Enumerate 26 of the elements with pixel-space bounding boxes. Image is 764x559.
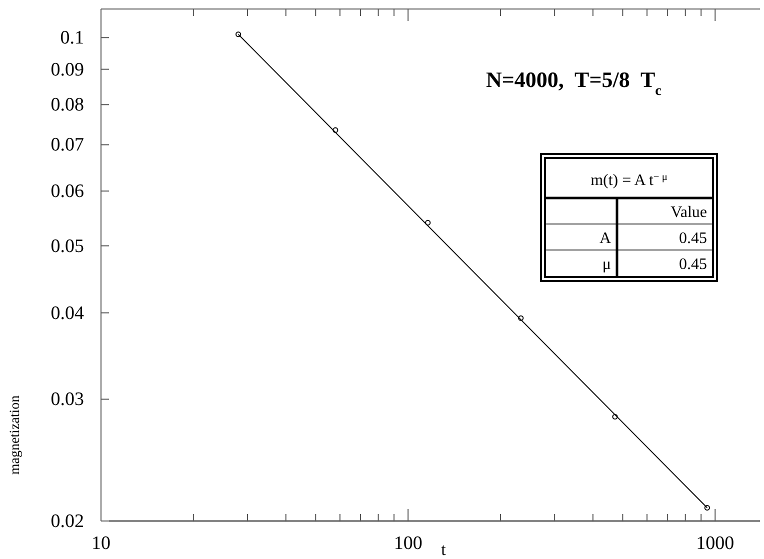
y-axis-title: magnetization: [8, 395, 23, 475]
y-tick-label: 0.02: [50, 511, 84, 532]
y-tick-label: 0.05: [50, 236, 84, 257]
y-tick-label: 0.04: [50, 302, 84, 324]
annotation: 0.45: [679, 256, 707, 273]
annotation: m(t) = A t$^{− μ}$: [590, 172, 668, 189]
x-axis-title: t: [441, 540, 446, 559]
x-tick-label: 100: [394, 533, 422, 554]
point: [704, 504, 710, 511]
y-tick-label: 0.08: [50, 94, 84, 116]
annotation: Value: [670, 204, 707, 221]
annotation: A: [599, 230, 612, 247]
text: N=4000, T=5/8 T$_{c}$: [486, 67, 662, 99]
point: [425, 220, 431, 226]
y-tick-label: 0.07: [50, 134, 84, 156]
annotation: μ: [602, 256, 611, 273]
y-tick-label: 0.09: [50, 59, 84, 80]
annotation: 0.45: [679, 230, 707, 247]
x-tick-label: 1000: [696, 533, 734, 554]
y-tick-label: 0.06: [50, 181, 84, 202]
y-tick-label: 0.1: [60, 28, 84, 49]
x-tick-label: 10: [92, 533, 110, 554]
point: [332, 127, 338, 133]
y-tick-label: 0.03: [50, 389, 84, 410]
point: [612, 414, 618, 420]
point: [518, 315, 524, 321]
